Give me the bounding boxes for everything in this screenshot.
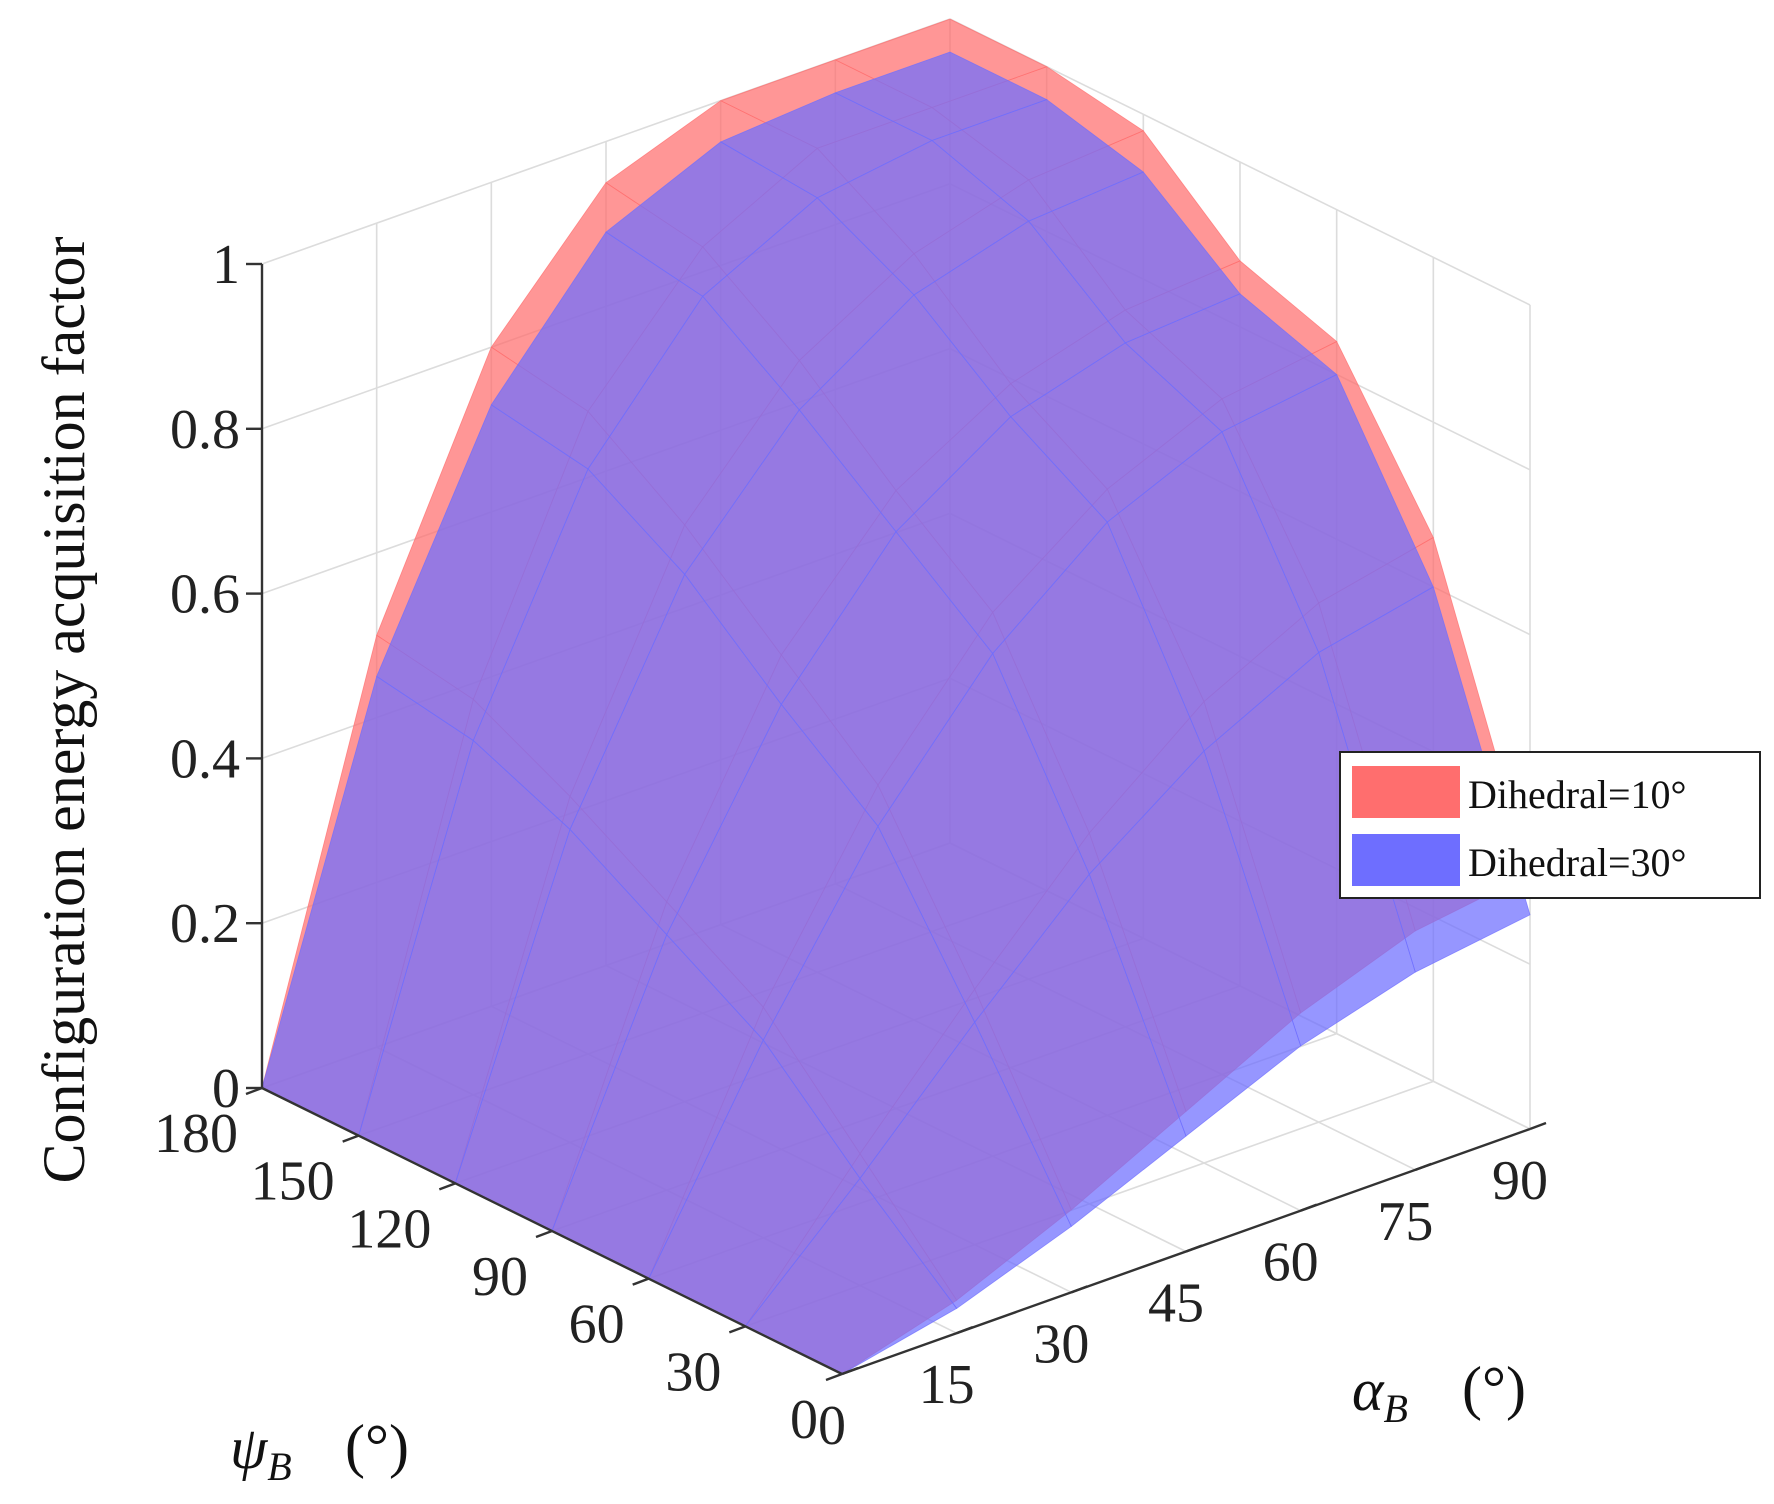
psi-tick-label: 180 <box>154 1103 238 1165</box>
svg-text:αB: αB <box>1352 1357 1408 1431</box>
z-tick-label: 0.4 <box>170 728 240 790</box>
psi-tick-mark <box>245 1086 263 1096</box>
psi-tick-label: 90 <box>472 1246 528 1308</box>
z-tick-label: 0.2 <box>170 893 240 955</box>
psi-symbol: ψ <box>230 1415 269 1481</box>
psi-tick-label: 60 <box>569 1294 625 1356</box>
alpha-tick-label: 0 <box>818 1395 846 1457</box>
surface-dihedral-30 <box>261 51 1531 1375</box>
alpha-ticks: 0 15 30 45 60 75 90 <box>818 1121 1548 1457</box>
psi-subscript: B <box>267 1444 291 1489</box>
alpha-tick-label: 90 <box>1492 1150 1548 1212</box>
alpha-axis-title: αB (°) <box>1352 1355 1526 1431</box>
alpha-tick-label: 75 <box>1377 1191 1433 1253</box>
psi-unit: (°) <box>345 1413 409 1479</box>
legend-swatch-dihedral-10 <box>1352 766 1460 818</box>
legend-label-dihedral-10: Dihedral=10° <box>1468 772 1687 817</box>
alpha-tick-mark <box>1070 1285 1088 1294</box>
alpha-tick-mark <box>956 1326 974 1335</box>
alpha-tick-label: 45 <box>1148 1273 1204 1335</box>
alpha-subscript: B <box>1384 1386 1408 1431</box>
psi-tick-mark <box>342 1134 360 1143</box>
legend-swatch-dihedral-30 <box>1352 834 1460 886</box>
alpha-tick-mark <box>841 1366 859 1376</box>
psi-tick-label: 150 <box>251 1151 335 1213</box>
psi-tick-mark <box>825 1372 843 1382</box>
psi-tick-mark <box>438 1182 456 1191</box>
z-axis-title: Configuration energy acquisition factor <box>31 237 97 1184</box>
psi-tick-label: 30 <box>665 1341 721 1403</box>
z-tick-label: 1 <box>212 234 240 296</box>
alpha-tick-mark <box>1185 1244 1203 1253</box>
psi-tick-mark <box>632 1277 650 1286</box>
alpha-tick-label: 15 <box>919 1354 975 1416</box>
psi-tick-label: 0 <box>790 1389 818 1451</box>
psi-tick-mark <box>535 1229 553 1239</box>
psi-tick-label: 120 <box>347 1198 431 1260</box>
psi-tick-mark <box>728 1325 746 1334</box>
alpha-tick-label: 30 <box>1033 1313 1089 1375</box>
psi-axis-title: ψB (°) <box>230 1413 409 1489</box>
alpha-tick-mark <box>1529 1121 1547 1131</box>
legend: Dihedral=10° Dihedral=30° <box>1339 751 1761 899</box>
z-tick-label: 0.6 <box>170 564 240 626</box>
alpha-tick-mark <box>1300 1203 1318 1212</box>
svg-text:ψB: ψB <box>230 1415 292 1489</box>
legend-label-dihedral-30: Dihedral=30° <box>1468 840 1687 885</box>
alpha-tick-label: 60 <box>1263 1232 1319 1294</box>
alpha-tick-mark <box>1414 1162 1432 1171</box>
z-tick-label: 0.8 <box>170 399 240 461</box>
alpha-unit: (°) <box>1462 1355 1526 1421</box>
alpha-symbol: α <box>1352 1357 1385 1423</box>
z-tick-label: 0 <box>212 1058 240 1120</box>
z-ticks: 0 0.2 0.4 0.6 0.8 1 <box>170 234 262 1120</box>
